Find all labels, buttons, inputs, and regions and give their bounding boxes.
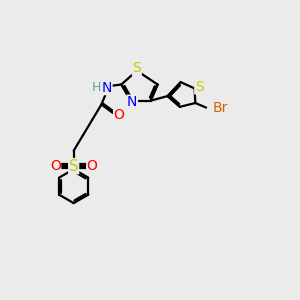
Text: H: H [92, 81, 101, 94]
Text: O: O [87, 159, 98, 173]
Text: N: N [102, 81, 112, 94]
Text: S: S [195, 80, 204, 94]
Text: N: N [127, 95, 137, 109]
Text: S: S [132, 61, 141, 75]
Text: S: S [69, 159, 79, 174]
Text: Br: Br [212, 100, 228, 115]
Text: O: O [114, 107, 124, 122]
Text: O: O [50, 159, 61, 173]
